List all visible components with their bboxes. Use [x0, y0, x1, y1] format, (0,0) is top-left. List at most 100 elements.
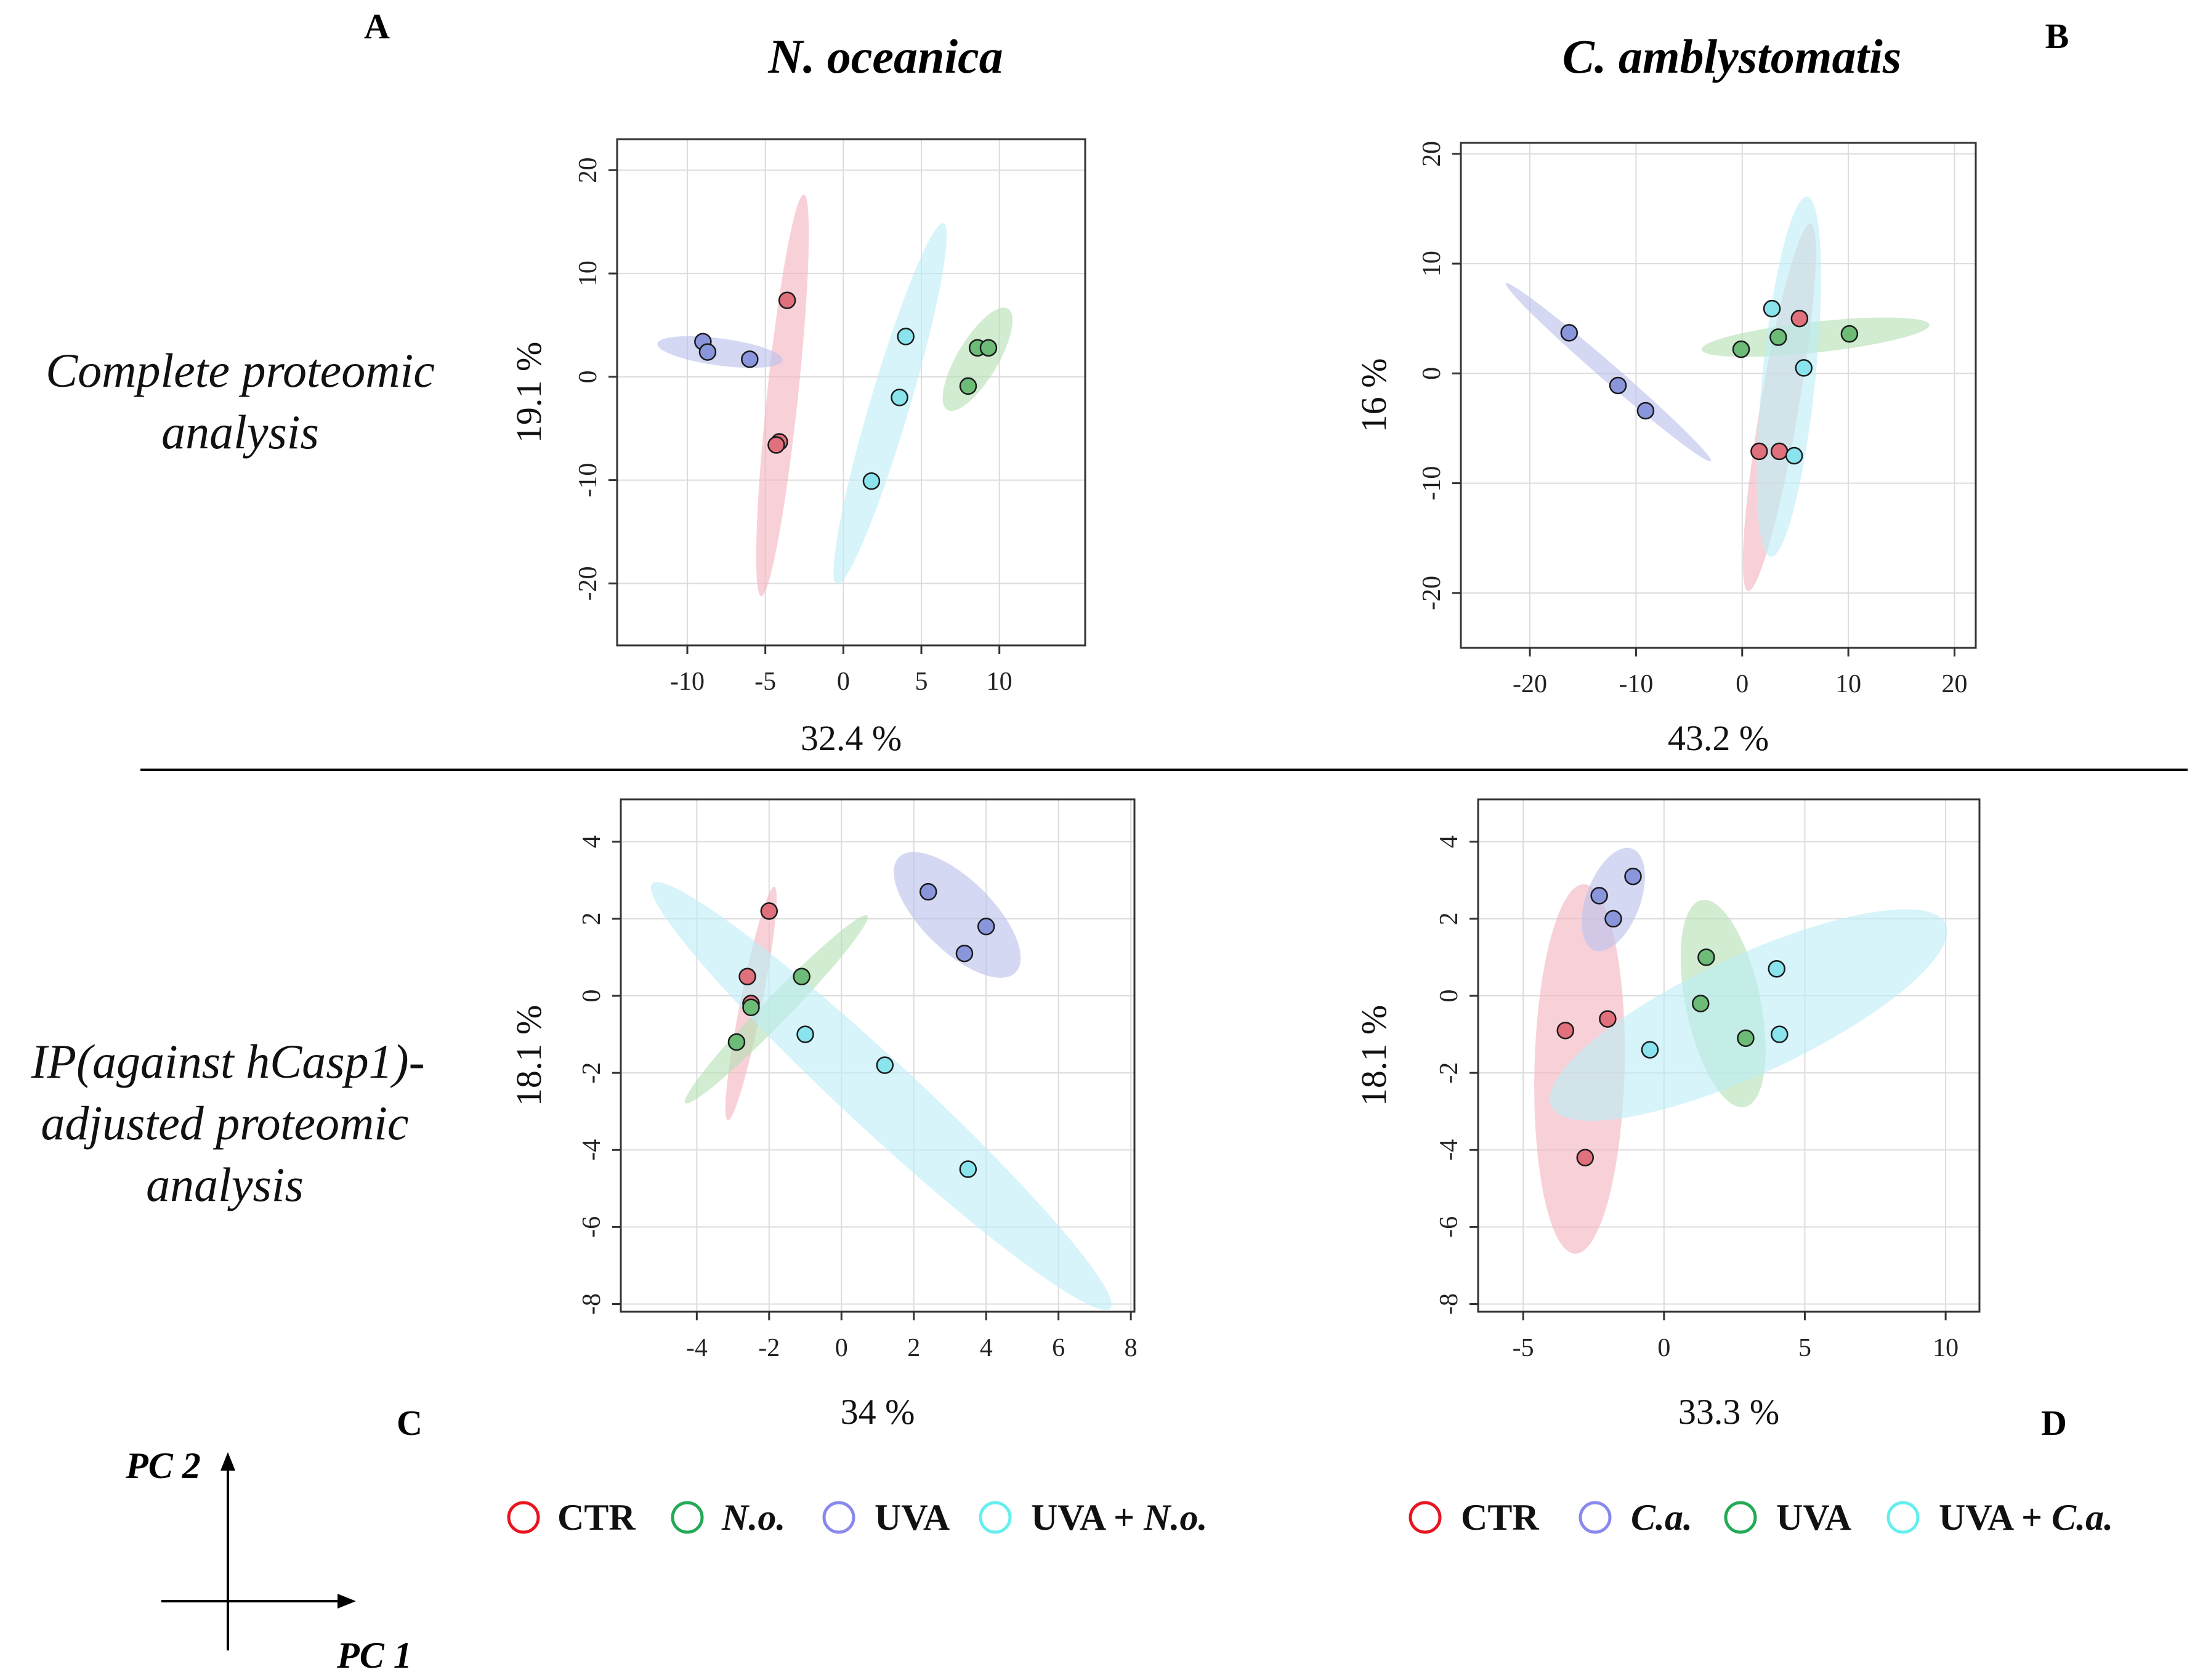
plot-b-point-uva-c-a-: [1763, 299, 1781, 318]
plot-a-point-n-o-: [959, 377, 977, 395]
plot-c-frame: [620, 798, 1136, 1313]
plot-d-point-ctr: [1556, 1022, 1575, 1040]
plot-b-point-c-a-: [1609, 376, 1627, 395]
species-title-right: C. amblystomatis: [1562, 30, 1901, 83]
row-label-top-line1: Complete proteomic: [46, 344, 435, 397]
plot-a-xtick-label: 0: [837, 668, 850, 696]
plot-d-point-ctr: [1599, 1010, 1617, 1028]
plot-d-xtick-label: 0: [1657, 1334, 1670, 1362]
plot-a-xlabel: 32.4 %: [801, 718, 902, 758]
panel-letter-a: A: [364, 6, 390, 46]
legend-right-marker-uva-ca: [1886, 1501, 1920, 1534]
plot-b-point-uva-c-a-: [1795, 359, 1813, 377]
plot-b-point-uva: [1840, 325, 1859, 343]
legend-left-label-no: N.o.: [721, 1497, 785, 1538]
plot-b-point-ctr: [1790, 309, 1809, 328]
plot-b-xtick-label: -10: [1619, 670, 1653, 698]
row-label-bottom-line2: adjusted proteomic: [41, 1096, 408, 1150]
plot-c: -4 -2 0 2 4 6 8 -8 -6 -4 -2 0 2 4 34 % 18.1 %: [509, 798, 1138, 1432]
plot-d-ellipse-uva-c-a-: [1550, 909, 1947, 1121]
plot-d-ytick-label: 0: [1435, 990, 1463, 1003]
plot-d-ytick-label: -8: [1435, 1293, 1463, 1315]
plot-b-xtick-label: 10: [1835, 670, 1861, 698]
plot-c-point-uva-n-o-: [959, 1160, 977, 1178]
pc1-arrow-icon: [338, 1594, 356, 1609]
plot-c-point-n-o-: [793, 967, 810, 986]
plot-b-point-ctr: [1750, 442, 1768, 461]
pc1-label: PC 1: [336, 1635, 412, 1676]
plot-c-point-ctr: [760, 902, 778, 920]
plot-a-ytick-label: -10: [574, 463, 602, 498]
plot-d-xtick-label: 5: [1798, 1334, 1811, 1362]
row-label-bottom: IP(against hCasp1)- adjusted proteomic a…: [30, 1035, 424, 1211]
plot-b-point-uva: [1769, 328, 1787, 346]
plot-c-point-uva-n-o-: [876, 1056, 894, 1074]
plot-b-point-c-a-: [1636, 402, 1655, 420]
plot-d-ytick-label: -6: [1435, 1216, 1463, 1238]
plot-a-ylabel: 19.1 %: [509, 342, 549, 443]
plot-b-point-ctr: [1770, 442, 1789, 461]
plot-c-xtick-label: 6: [1052, 1334, 1065, 1362]
plot-c-ytick-label: -2: [578, 1062, 606, 1084]
plot-c-xtick-label: 4: [980, 1334, 993, 1362]
plot-a-ellipse-ctr: [756, 194, 809, 597]
plot-c-ytick-label: -4: [578, 1139, 606, 1161]
plot-c-point-n-o-: [742, 998, 760, 1017]
plot-d-ytick-label: -2: [1435, 1062, 1463, 1084]
plot-a: -10 -5 0 5 10 -20 -10 0 10 20 32.4 % 19.1 %: [509, 138, 1086, 758]
legend-left: CTR N.o. UVA UVA + N.o.: [507, 1497, 1207, 1538]
row-label-top: Complete proteomic analysis: [46, 344, 435, 459]
plot-a-point-uva: [741, 350, 759, 368]
plot-c-point-uva-n-o-: [796, 1025, 814, 1043]
plot-c-ytick-label: 4: [578, 835, 606, 848]
plot-d-point-uva: [1737, 1029, 1755, 1048]
legend-right: CTR C.a. UVA UVA + C.a.: [1409, 1497, 2113, 1538]
plot-b-point-uva: [1732, 340, 1750, 358]
legend-left-marker-uva-no: [979, 1501, 1012, 1534]
plot-a-xtick-label: -10: [670, 668, 705, 696]
plot-a-ellipse-uva-n-o-: [833, 223, 947, 584]
plot-a-point-uva-n-o-: [897, 328, 915, 345]
pc2-label: PC 2: [125, 1445, 201, 1486]
plot-c-ytick-label: -6: [578, 1216, 606, 1238]
plot-a-point-uva: [698, 343, 717, 361]
plot-a-xtick-label: 5: [915, 668, 928, 696]
plot-c-point-uva: [977, 918, 995, 935]
plot-d-ylabel: 18.1 %: [1354, 1005, 1394, 1106]
plot-b-ytick-label: 20: [1418, 141, 1446, 167]
plot-d-point-c-a-: [1590, 887, 1608, 905]
plot-a-point-ctr: [767, 436, 785, 454]
plot-a-frame: [616, 138, 1086, 647]
species-title-left: N. oceanica: [767, 30, 1003, 83]
plot-b-ellipse-c-a-: [1506, 283, 1712, 462]
plot-d-point-uva-c-a-: [1768, 959, 1785, 978]
plot-c-xtick-label: -2: [758, 1334, 780, 1362]
plot-d-xlabel: 33.3 %: [1678, 1392, 1779, 1432]
plot-c-xtick-label: 8: [1125, 1334, 1138, 1362]
legend-right-marker-ca: [1579, 1501, 1612, 1534]
row-label-bottom-line1: IP(against hCasp1)-: [30, 1035, 424, 1088]
plot-a-point-uva-n-o-: [891, 389, 908, 406]
row-label-top-line2: analysis: [161, 405, 319, 459]
plot-c-point-uva: [955, 944, 974, 963]
panel-letter-d: D: [2041, 1403, 2067, 1443]
plot-b-ytick-label: -10: [1418, 466, 1446, 501]
plot-b-ytick-label: 10: [1418, 251, 1446, 277]
plot-d-ytick-label: 2: [1435, 912, 1463, 925]
panel-letter-b: B: [2045, 16, 2069, 56]
plot-d-point-uva-c-a-: [1771, 1025, 1789, 1043]
plot-c-xtick-label: 2: [907, 1334, 920, 1362]
plot-b-ytick-label: 0: [1418, 367, 1446, 380]
legend-right-label-uva: UVA: [1776, 1497, 1851, 1538]
plot-d: -5 0 5 10 -8 -6 -4 -2 0 2 4 33.3 % 18.1 %: [1354, 798, 1981, 1432]
plot-c-ylabel: 18.1 %: [509, 1005, 549, 1106]
plot-a-ytick-label: 20: [574, 157, 602, 183]
plot-a-xtick-label: -5: [754, 668, 776, 696]
plot-a-point-uva-n-o-: [862, 472, 881, 490]
legend-left-label-ctr: CTR: [557, 1497, 636, 1538]
plot-b-xtick-label: 20: [1942, 670, 1968, 698]
plot-a-ytick-label: 10: [574, 260, 602, 286]
plot-d-ytick-label: -4: [1435, 1139, 1463, 1161]
